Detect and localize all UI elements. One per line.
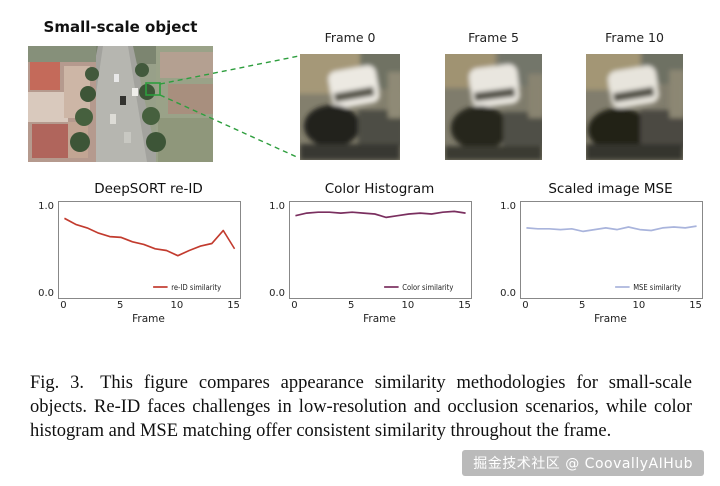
frame-5-label: Frame 5	[468, 30, 519, 45]
y-axis-ticks: 1.0 0.0	[265, 201, 289, 299]
frame-0-label: Frame 0	[324, 30, 376, 45]
small-scale-object-label: Small-scale object	[43, 18, 198, 36]
y-axis-ticks: 1.0 0.0	[496, 201, 520, 299]
x-tick-label: 0	[522, 300, 529, 311]
similarity-line	[295, 210, 466, 219]
similarity-charts-row: DeepSORT re-ID 1.0 0.0 re-ID similarity …	[34, 181, 703, 325]
y-tick-label: 1.0	[269, 201, 285, 212]
figure-number: Fig. 3.	[30, 372, 85, 393]
watermark-badge: 掘金技术社区 @ CoovallyAIHub	[462, 450, 704, 476]
y-tick-label: 0.0	[500, 288, 516, 299]
chart-title: Color Histogram	[324, 181, 435, 197]
frame-10-label: Frame 10	[605, 30, 664, 45]
x-tick-label: 15	[689, 300, 702, 311]
x-axis-ticks: 0 5 10 15	[58, 299, 240, 312]
similarity-line	[64, 217, 236, 257]
y-tick-label: 0.0	[269, 288, 285, 299]
frame-0-crop-image	[300, 54, 400, 160]
x-tick-label: 15	[458, 300, 471, 311]
x-tick-label: 0	[291, 300, 298, 311]
caption-text: This figure compares appearance similari…	[30, 372, 692, 441]
y-tick-label: 1.0	[38, 201, 54, 212]
x-tick-label: 10	[170, 300, 184, 311]
line-plot: MSE similarity	[520, 201, 703, 299]
x-axis-ticks: 0 5 10 15	[520, 299, 702, 312]
legend-label: Color similarity	[402, 283, 454, 292]
line-plot: Color similarity	[289, 201, 472, 299]
chart-deepsort-reid: DeepSORT re-ID 1.0 0.0 re-ID similarity …	[34, 181, 241, 325]
y-tick-label: 1.0	[500, 201, 516, 212]
y-tick-label: 0.0	[38, 288, 54, 299]
figure-caption: Fig. 3. This figure compares appearance s…	[30, 371, 692, 443]
x-tick-label: 5	[347, 300, 355, 311]
chart-scaled-image-mse: Scaled image MSE 1.0 0.0 MSE similarity …	[496, 181, 703, 325]
x-tick-label: 10	[632, 300, 646, 311]
frame-10-crop-image	[586, 54, 683, 160]
x-tick-label: 0	[60, 300, 67, 311]
street-scene-illustration	[28, 46, 213, 162]
x-tick-label: 5	[116, 300, 124, 311]
x-axis-label: Frame	[132, 313, 165, 325]
x-tick-label: 15	[227, 300, 240, 311]
chart-title: Scaled image MSE	[548, 181, 673, 197]
similarity-line	[526, 225, 697, 233]
line-plot: re-ID similarity	[58, 201, 241, 299]
legend-label: MSE similarity	[633, 283, 682, 292]
legend-label: re-ID similarity	[171, 283, 222, 292]
x-axis-label: Frame	[363, 313, 396, 325]
frame-5-crop-image	[445, 54, 542, 160]
x-tick-label: 10	[401, 300, 415, 311]
x-axis-label: Frame	[594, 313, 627, 325]
chart-color-histogram: Color Histogram 1.0 0.0 Color similarity…	[265, 181, 472, 325]
x-axis-ticks: 0 5 10 15	[289, 299, 471, 312]
x-tick-label: 5	[578, 300, 586, 311]
aerial-street-image	[28, 46, 213, 162]
chart-title: DeepSORT re-ID	[94, 181, 203, 197]
y-axis-ticks: 1.0 0.0	[34, 201, 58, 299]
